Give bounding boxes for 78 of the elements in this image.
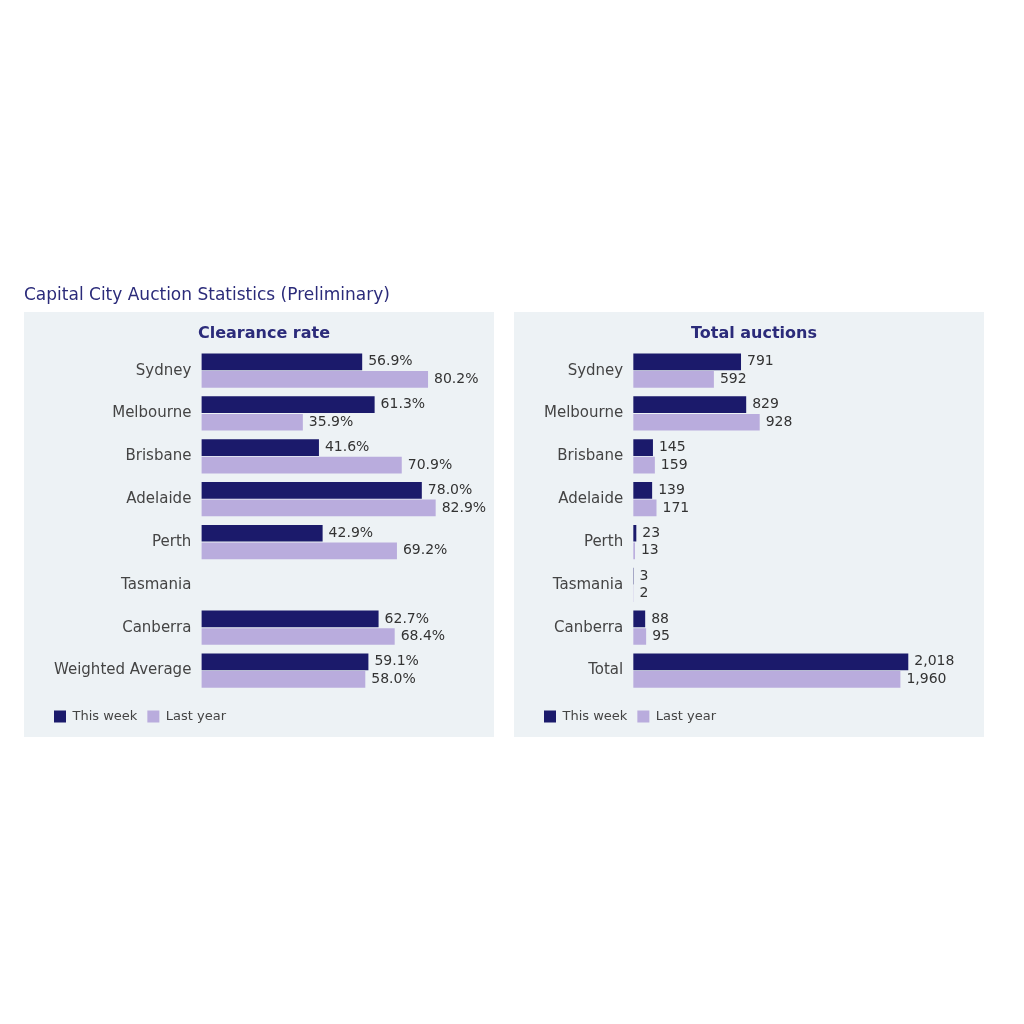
bar <box>201 456 402 474</box>
data-label: 61.3% <box>380 395 426 412</box>
y-tick-label: Sydney <box>135 360 192 379</box>
y-tick-label: Weighted Average <box>54 660 192 679</box>
bar <box>201 610 379 628</box>
bar <box>633 628 647 645</box>
y-tick-label: Perth <box>583 531 624 550</box>
data-label: 3 <box>639 566 649 583</box>
y-tick-label: Sydney <box>567 360 624 379</box>
bar <box>633 456 655 474</box>
data-label: 171 <box>662 498 690 515</box>
bar <box>633 396 747 414</box>
bar <box>201 413 303 431</box>
bar <box>201 671 366 688</box>
y-tick-label: Canberra <box>122 617 192 636</box>
bar <box>201 653 369 671</box>
data-label: 78.0% <box>427 481 473 498</box>
data-label: 928 <box>765 412 793 429</box>
data-label: 791 <box>747 352 774 369</box>
data-label: 62.7% <box>384 609 430 626</box>
data-label: 1,960 <box>906 670 947 686</box>
bar <box>201 353 363 371</box>
bar <box>201 371 429 388</box>
y-tick-label: Melbourne <box>543 403 624 422</box>
bar <box>633 653 909 671</box>
data-label: 23 <box>642 523 661 540</box>
y-tick-label: Total <box>587 660 624 679</box>
chart-title: Total auctions <box>691 322 817 342</box>
legend-label: This week <box>71 707 138 723</box>
legend-label: Last year <box>165 707 227 723</box>
data-label: 35.9% <box>308 412 354 429</box>
data-label: 592 <box>719 370 747 387</box>
y-tick-label: Tasmania <box>120 574 192 593</box>
data-label: 56.9% <box>368 352 413 369</box>
data-label: 58.0% <box>371 670 416 686</box>
text: Capital City Auction Statistics (Preliminary) <box>24 283 391 306</box>
data-label: 2 <box>639 584 649 601</box>
data-label: 829 <box>752 395 779 412</box>
bar <box>201 628 395 645</box>
bar <box>201 396 375 414</box>
bar <box>201 499 436 517</box>
bar <box>201 542 397 560</box>
y-tick-label: Melbourne <box>112 403 192 422</box>
data-label: 70.9% <box>407 455 453 472</box>
data-label: 80.2% <box>434 370 479 387</box>
bar <box>633 439 653 456</box>
legend-label: This week <box>561 707 628 723</box>
data-label: 145 <box>658 438 686 455</box>
legend-label: Last year <box>655 707 717 723</box>
bar <box>633 499 657 517</box>
data-label: 68.4% <box>400 627 446 644</box>
data-label: 59.1% <box>374 652 419 669</box>
data-label: 69.2% <box>402 541 448 558</box>
bar <box>633 671 901 688</box>
y-tick-label: Perth <box>152 531 192 550</box>
y-tick-label: Tasmania <box>551 574 624 593</box>
data-label: 2,018 <box>914 652 955 669</box>
y-tick-label: Canberra <box>553 617 624 636</box>
bar <box>201 482 422 499</box>
bar <box>633 353 742 371</box>
bar <box>201 524 323 542</box>
bar <box>201 439 319 456</box>
chart-title: Clearance rate <box>197 322 331 342</box>
data-label: 82.9% <box>441 498 487 515</box>
y-tick-label: Brisbane <box>557 446 624 465</box>
y-tick-label: Brisbane <box>125 446 192 465</box>
data-label: 41.6% <box>324 438 370 455</box>
y-tick-label: Adelaide <box>126 489 192 508</box>
bar <box>633 482 653 499</box>
data-label: 42.9% <box>328 523 374 540</box>
data-label: 139 <box>658 481 685 498</box>
data-label: 88 <box>651 609 670 626</box>
data-label: 95 <box>652 627 670 644</box>
data-label: 13 <box>640 541 659 558</box>
bar <box>633 413 760 431</box>
data-label: 159 <box>660 455 688 472</box>
y-tick-label: Adelaide <box>558 489 624 508</box>
bar <box>633 371 714 388</box>
